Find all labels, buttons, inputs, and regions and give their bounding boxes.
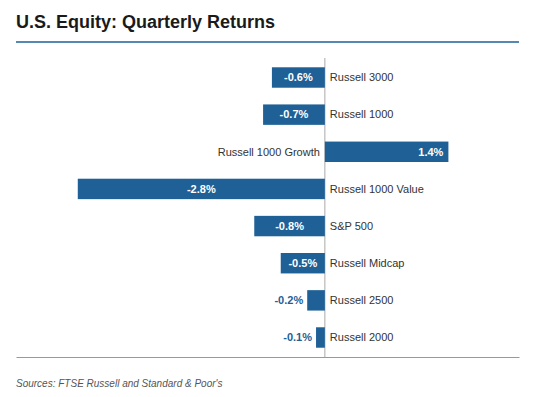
bar [272,67,325,87]
bar [263,104,325,124]
category-label: Russell 2000 [330,331,394,343]
category-label: Russell 1000 [330,108,394,120]
bar [254,216,325,236]
data-label: -0.6% [284,71,313,83]
x-axis-line [17,357,520,358]
data-label: -0.5% [288,257,317,269]
title: U.S. Equity: Quarterly Returns [16,12,275,32]
data-label: -0.2% [274,294,303,306]
category-label: Russell Midcap [330,257,405,269]
bar [316,327,325,347]
bars [78,67,449,347]
category-label: Russell 1000 Growth [218,146,320,158]
category-label: S&P 500 [330,220,373,232]
source-note: Sources: FTSE Russell and Standard & Poo… [16,378,222,389]
chart: U.S. Equity: Quarterly Returns Russell 30… [0,0,535,397]
data-label: -0.1% [283,331,312,343]
bar [281,253,325,273]
data-label: -2.8% [187,183,216,195]
category-label: Russell 1000 Value [330,183,424,195]
labels: Russell 3000 -0.6% Russell 1000 -0.7% Russel… [187,71,444,343]
category-label: Russell 3000 [330,71,394,83]
plot: Russell 3000 -0.6% Russell 1000 -0.7% Russel… [17,58,520,358]
category-label: Russell 2500 [330,294,394,306]
data-label: -0.7% [280,108,309,120]
bar [307,290,325,310]
data-label: -0.8% [275,220,304,232]
bar [78,179,325,199]
zero-line [324,58,325,357]
bar [325,142,449,162]
title-rule [16,41,519,43]
background [0,0,535,397]
x-axis [17,357,520,358]
data-label: 1.4% [418,146,443,158]
